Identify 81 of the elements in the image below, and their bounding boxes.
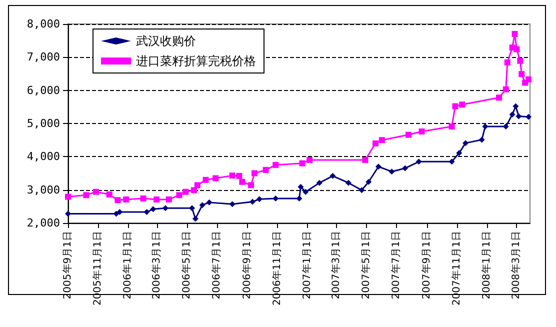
point <box>190 187 197 194</box>
point <box>236 172 242 179</box>
point <box>362 156 368 163</box>
y-tick-label: 3,000 <box>26 183 60 196</box>
point <box>372 140 379 146</box>
point <box>206 199 212 206</box>
point <box>388 168 395 175</box>
point <box>482 123 488 130</box>
point <box>272 162 279 168</box>
point <box>256 196 262 202</box>
point <box>251 170 258 176</box>
point <box>65 210 71 217</box>
point <box>306 156 313 163</box>
point <box>517 58 524 64</box>
point <box>239 178 246 185</box>
point <box>358 187 365 194</box>
point <box>199 202 206 208</box>
y-tick-label: 8,000 <box>26 18 60 30</box>
point <box>150 206 156 212</box>
y-tick-label: 2,000 <box>26 216 60 230</box>
point <box>248 182 254 188</box>
point <box>65 194 71 200</box>
point <box>192 216 198 222</box>
point <box>166 196 172 202</box>
point <box>229 172 236 179</box>
point <box>526 114 532 120</box>
point <box>504 59 510 66</box>
point <box>144 209 150 216</box>
point <box>116 209 123 216</box>
point <box>123 196 130 202</box>
point <box>212 175 219 182</box>
point <box>302 188 309 195</box>
point <box>83 192 90 198</box>
point <box>176 192 182 198</box>
point <box>452 103 458 110</box>
point <box>296 195 302 202</box>
point <box>375 164 382 170</box>
point <box>526 76 532 82</box>
point <box>250 198 256 205</box>
point <box>496 94 502 101</box>
point <box>512 103 519 110</box>
point <box>378 137 385 144</box>
point <box>229 201 236 208</box>
point <box>405 132 412 138</box>
point <box>448 158 455 165</box>
point <box>182 188 189 195</box>
legend-label: 武汉收购价 <box>136 34 196 48</box>
point <box>106 191 112 198</box>
point <box>345 180 352 186</box>
point <box>154 196 160 202</box>
point <box>516 113 522 120</box>
point <box>162 205 168 212</box>
y-tick-label: 6,000 <box>26 84 60 97</box>
point <box>194 182 200 188</box>
point <box>202 176 209 183</box>
point <box>262 166 269 173</box>
point <box>114 197 121 204</box>
point <box>93 188 100 195</box>
point <box>448 123 455 130</box>
y-tick-label: 5,000 <box>26 117 60 130</box>
y-tick-label: 4,000 <box>26 150 60 164</box>
point <box>514 46 520 52</box>
point <box>478 136 485 143</box>
point <box>330 172 336 179</box>
point <box>518 71 525 78</box>
point <box>456 150 462 156</box>
legend-label: 进口菜籽折算完税价格 <box>136 54 256 68</box>
point <box>316 180 322 186</box>
point <box>462 140 469 146</box>
point <box>299 160 306 166</box>
point <box>502 86 509 92</box>
point <box>459 102 466 108</box>
point <box>298 184 304 190</box>
point <box>366 178 372 185</box>
y-tick-label: 7,000 <box>26 50 60 64</box>
point <box>140 195 146 202</box>
point <box>402 165 408 172</box>
point <box>416 158 422 165</box>
point <box>512 30 518 37</box>
point <box>509 112 516 118</box>
point <box>418 128 425 134</box>
